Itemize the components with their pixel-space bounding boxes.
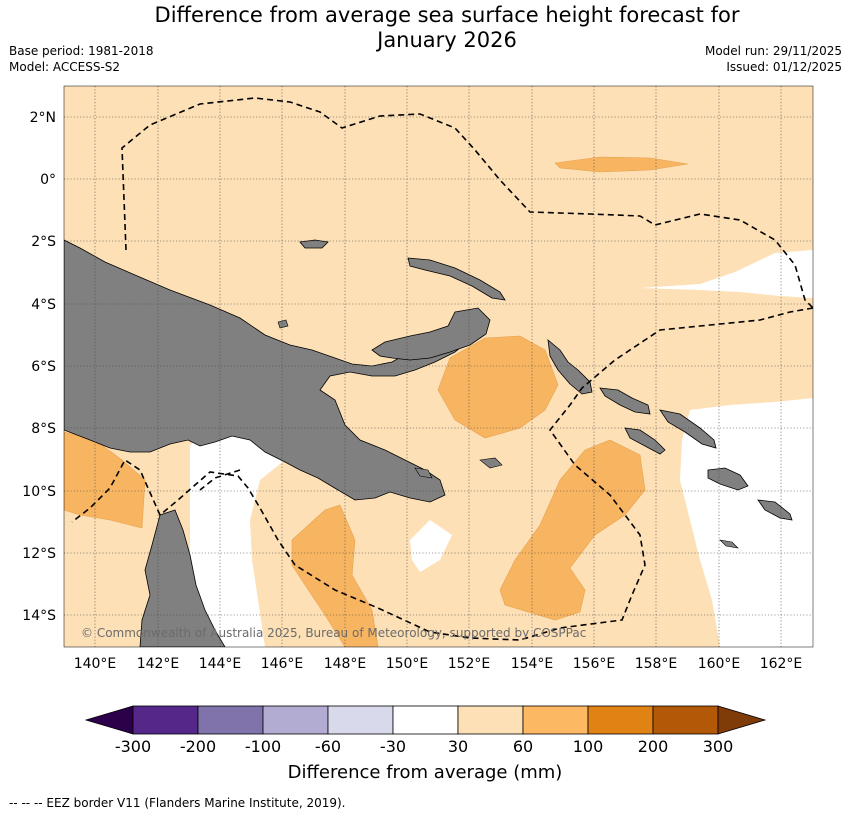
band-60-100-solomon-sea xyxy=(437,335,559,439)
lon-tick-150e: 150°E xyxy=(386,656,429,672)
lon-tick-158e: 158°E xyxy=(635,656,678,672)
lat-tick-14s: 14°S xyxy=(22,608,56,624)
land-guadalcanal xyxy=(624,427,666,455)
land-malaita xyxy=(659,409,717,449)
colorbar-tick: -60 xyxy=(315,737,341,756)
map-area: © Commonwealth of Australia 2025, Bureau… xyxy=(64,86,813,647)
land-small-island-1 xyxy=(479,457,503,469)
lon-tick-162e: 162°E xyxy=(760,656,803,672)
colorbar-tick: 200 xyxy=(638,737,669,756)
colorbar-tick: -30 xyxy=(380,737,406,756)
colorbar-tick: -300 xyxy=(115,737,151,756)
land-new-guinea xyxy=(64,239,479,503)
chart-title: Difference from average sea surface heig… xyxy=(0,3,850,53)
band-60-100-equatorial xyxy=(554,156,689,173)
neutral-region-southeast xyxy=(680,398,813,647)
band-60-100-southeast xyxy=(499,439,646,621)
map-copyright: © Commonwealth of Australia 2025, Bureau… xyxy=(81,626,586,640)
neutral-region-east xyxy=(640,250,813,298)
colorbar-segment xyxy=(327,705,394,735)
lon-tick-154e: 154°E xyxy=(511,656,554,672)
lat-tick-0: 0° xyxy=(40,172,56,188)
lon-tick-160e: 160°E xyxy=(698,656,741,672)
lat-tick-12s: 12°S xyxy=(22,546,56,562)
meta-left: Base period: 1981-2018 Model: ACCESS-S2 xyxy=(9,43,154,75)
lat-tick-2n: 2°N xyxy=(30,110,56,126)
lon-tick-152e: 152°E xyxy=(448,656,491,672)
model-text: Model: ACCESS-S2 xyxy=(9,60,121,74)
colorbar-segment xyxy=(132,705,199,735)
lat-tick-8s: 8°S xyxy=(31,421,56,437)
colorbar-segment xyxy=(522,705,589,735)
lon-tick-142e: 142°E xyxy=(137,656,180,672)
land-manus xyxy=(299,239,329,249)
land-bougainville xyxy=(547,339,593,395)
colorbar-segment xyxy=(262,705,329,735)
meta-right: Model run: 29/11/2025 Issued: 01/12/2025 xyxy=(705,43,842,75)
land-new-britain xyxy=(371,307,491,361)
colorbar-tick: -200 xyxy=(180,737,216,756)
band-60-100-coral-sea xyxy=(291,504,379,647)
issued-text: Issued: 01/12/2025 xyxy=(726,60,842,74)
lon-tick-146e: 146°E xyxy=(261,656,304,672)
base-period-text: Base period: 1981-2018 xyxy=(9,44,154,58)
land-small-island-4 xyxy=(277,319,289,329)
lon-tick-144e: 144°E xyxy=(199,656,242,672)
land-choiseul xyxy=(599,387,651,415)
colorbar-arrow-low xyxy=(84,705,134,735)
neutral-region-small xyxy=(410,520,452,572)
lat-tick-10s: 10°S xyxy=(22,484,56,500)
land-new-ireland xyxy=(407,257,506,301)
colorbar-segment xyxy=(197,705,264,735)
lat-tick-labels: 2°N 0° 2°S 4°S 6°S 8°S 10°S 12°S 14°S xyxy=(22,110,56,624)
land-cape-york xyxy=(139,509,226,647)
land-small-island-2 xyxy=(414,467,433,479)
colorbar-arrow-high xyxy=(717,705,767,735)
colorbar: -300 -200 -100 -60 -30 30 60 100 200 300… xyxy=(84,705,767,783)
title-line-2: January 2026 xyxy=(377,28,517,52)
colorbar-segment xyxy=(392,705,459,735)
land-vanuatu-north xyxy=(757,499,793,521)
land-san-cristobal xyxy=(707,467,749,491)
colorbar-segment xyxy=(587,705,654,735)
colorbar-segment xyxy=(457,705,524,735)
lon-tick-140e: 140°E xyxy=(74,656,117,672)
lat-tick-4s: 4°S xyxy=(31,297,56,313)
colorbar-tick: 60 xyxy=(513,737,533,756)
band-60-100-gulf xyxy=(64,431,146,529)
colorbar-tick: -100 xyxy=(245,737,281,756)
lat-tick-6s: 6°S xyxy=(31,359,56,375)
title-line-1: Difference from average sea surface heig… xyxy=(154,3,740,27)
model-run-text: Model run: 29/11/2025 xyxy=(704,44,842,58)
colorbar-tick: 300 xyxy=(703,737,734,756)
map-border xyxy=(63,85,814,648)
lon-tick-labels: 140°E 142°E 144°E 146°E 148°E 150°E 152°… xyxy=(74,656,803,672)
land-small-island-3 xyxy=(719,539,739,549)
eez-border-line xyxy=(71,97,813,641)
lat-tick-2s: 2°S xyxy=(31,234,56,250)
colorbar-segment xyxy=(652,705,719,735)
colorbar-title: Difference from average (mm) xyxy=(288,762,563,783)
colorbar-tick: 30 xyxy=(448,737,468,756)
lon-tick-156e: 156°E xyxy=(573,656,616,672)
map-gridlines xyxy=(64,86,813,647)
colorbar-tick: 100 xyxy=(573,737,604,756)
eez-legend-footer: -- -- -- EEZ border V11 (Flanders Marine… xyxy=(9,796,346,810)
lon-tick-148e: 148°E xyxy=(324,656,367,672)
